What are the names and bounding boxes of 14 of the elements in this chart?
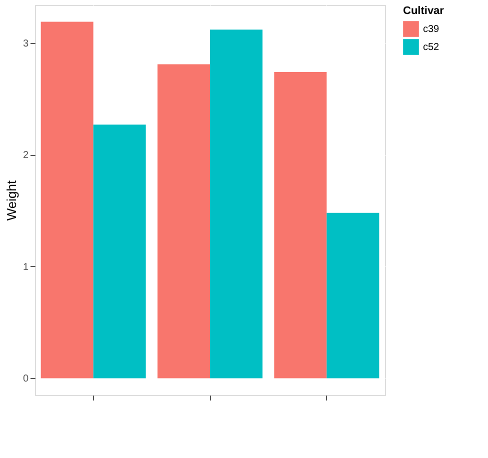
legend-label: c39: [423, 24, 440, 35]
bar: [93, 124, 146, 378]
legend-title: Cultivar: [403, 5, 445, 17]
legend-label: c52: [423, 42, 440, 53]
y-tick-label: 3: [22, 38, 29, 50]
bar: [210, 30, 262, 378]
bar: [274, 72, 327, 378]
bar: [326, 212, 380, 378]
y-tick-label: 2: [22, 150, 29, 162]
y-axis-title: Weight: [4, 180, 19, 221]
bar: [40, 22, 94, 378]
y-tick-label: 1: [22, 262, 29, 273]
y-tick-label: 0: [22, 374, 29, 385]
bar: [158, 64, 210, 378]
